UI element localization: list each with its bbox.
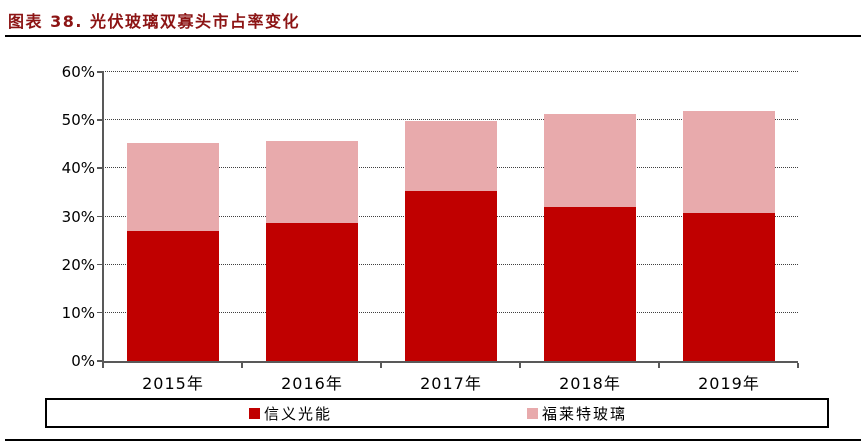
bar-segment-福莱特玻璃-2017年 xyxy=(405,121,497,191)
y-axis-tick-mark xyxy=(97,311,103,314)
y-axis-tick-label: 60% xyxy=(61,63,95,81)
x-axis-tick-mark xyxy=(241,363,243,368)
y-axis-tick-mark xyxy=(97,263,103,266)
x-category-label: 2016年 xyxy=(281,374,343,393)
bar-segment-福莱特玻璃-2015年 xyxy=(127,143,219,231)
x-axis-tick-mark xyxy=(797,363,799,368)
y-axis-tick-label: 0% xyxy=(71,352,95,370)
y-axis-line xyxy=(102,71,104,363)
gridline-60% xyxy=(103,71,798,72)
title-divider-line xyxy=(5,35,861,37)
y-axis-tick-label: 50% xyxy=(61,111,95,130)
bar-segment-福莱特玻璃-2018年 xyxy=(544,114,636,207)
bar-segment-信义光能-2019年 xyxy=(683,213,775,361)
chart-legend: 信义光能 福莱特玻璃 xyxy=(45,398,829,428)
y-axis-tick-label: 30% xyxy=(61,207,95,226)
legend-label-xinyi-solar: 信义光能 xyxy=(264,404,333,423)
x-category-label: 2017年 xyxy=(420,374,482,393)
bar-segment-信义光能-2018年 xyxy=(544,207,636,361)
bar-segment-福莱特玻璃-2019年 xyxy=(683,111,775,213)
y-axis-tick-label: 10% xyxy=(61,303,95,322)
gridline-50% xyxy=(103,119,798,121)
legend-label-flat-glass: 福莱特玻璃 xyxy=(542,404,628,423)
y-axis-tick-label: 40% xyxy=(61,159,95,178)
legend-swatch-pink xyxy=(527,407,538,419)
x-axis-tick-mark xyxy=(380,363,382,368)
x-axis-tick-mark xyxy=(102,363,104,368)
x-axis-tick-mark xyxy=(519,363,521,368)
x-category-label: 2019年 xyxy=(698,374,760,393)
y-axis-tick-mark xyxy=(97,215,103,217)
y-axis-tick-mark xyxy=(97,167,103,169)
y-axis-tick-label: 20% xyxy=(61,255,95,274)
x-axis-tick-mark xyxy=(658,363,660,368)
bottom-divider-line xyxy=(5,439,861,441)
stacked-bar-chart: 0% 10% 20% 30% 40% 50% 60% 2015年 2016年 2017年 2018年… xyxy=(61,63,799,393)
y-axis-tick-mark xyxy=(97,360,103,362)
x-category-label: 2015年 xyxy=(142,374,204,393)
y-axis-tick-mark xyxy=(97,119,103,121)
legend-swatch-dark-red xyxy=(249,407,260,419)
bar-segment-信义光能-2017年 xyxy=(405,191,497,361)
legend-item-flat-glass: 福莱特玻璃 xyxy=(527,400,627,426)
bar-segment-信义光能-2016年 xyxy=(266,223,358,361)
legend-item-xinyi-solar: 信义光能 xyxy=(249,400,332,426)
bar-segment-福莱特玻璃-2016年 xyxy=(266,141,358,223)
figure-title: 图表 38. 光伏玻璃双寡头市占率变化 xyxy=(8,12,300,31)
bar-segment-信义光能-2015年 xyxy=(127,231,219,361)
y-axis-tick-mark xyxy=(97,71,103,73)
x-axis-line xyxy=(102,361,798,363)
x-category-label: 2018年 xyxy=(559,374,621,393)
